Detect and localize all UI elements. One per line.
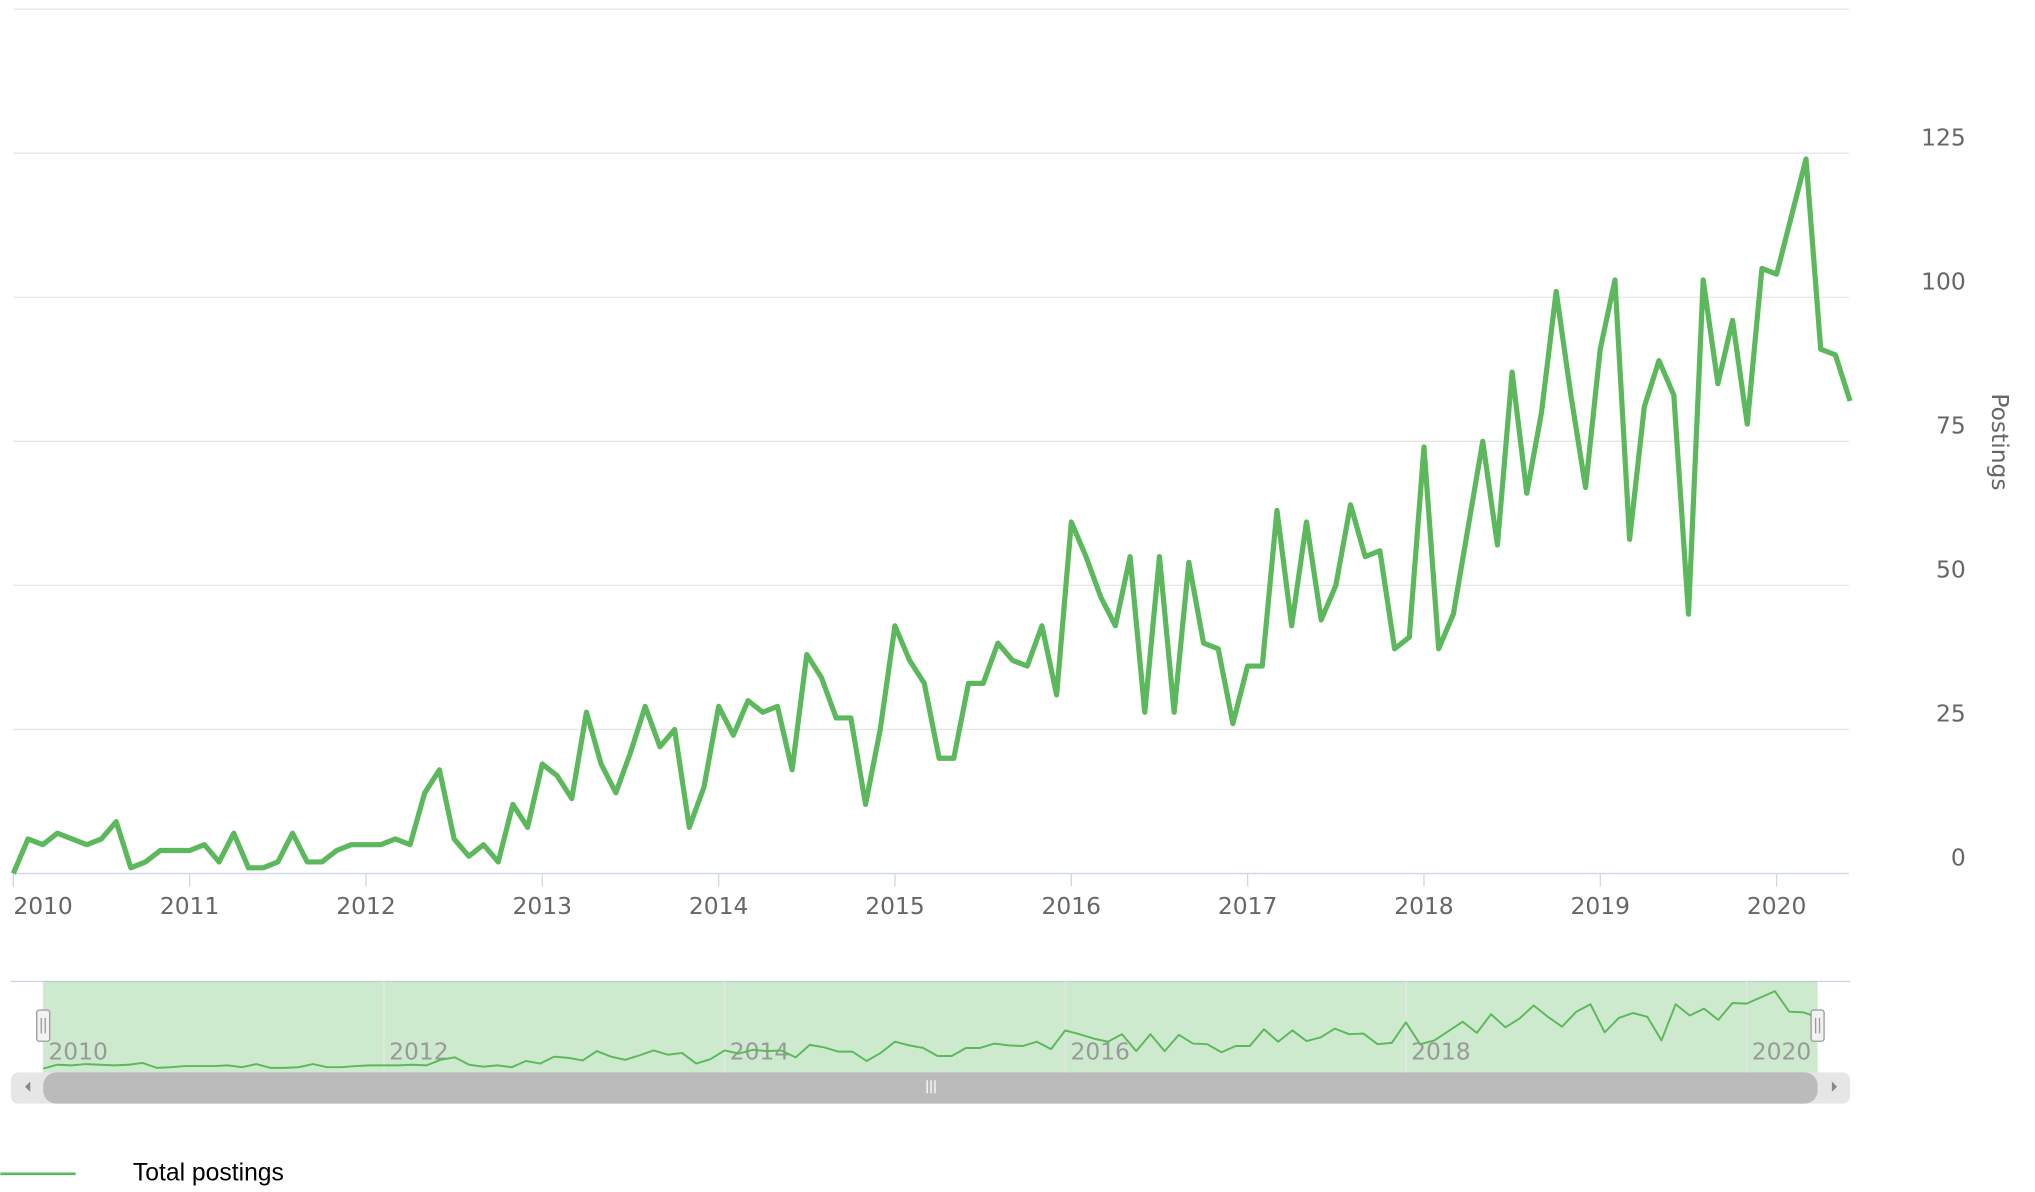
navigator-tick-label: 2018 [1411,1037,1471,1065]
y-tick-label: 100 [1921,267,1966,295]
navigator-tick-label: 2010 [48,1037,108,1065]
x-tick-label: 2017 [1218,892,1278,920]
handle-grip [1814,1017,1821,1034]
y-tick-label: 75 [1936,412,1966,440]
x-tick-label: 2014 [689,892,749,920]
handle-grip [40,1017,46,1034]
y-tick-label: 0 [1951,844,1966,872]
navigator-handle[interactable] [1810,1009,1825,1042]
navigator-tick-label: 2020 [1752,1037,1812,1065]
x-tick-label: 2015 [865,892,925,920]
navigator-line [42,990,1818,1070]
legend-text[interactable]: Total postings [133,1159,284,1186]
navigator-selection [43,981,1818,1073]
x-tick-label: 2011 [160,892,220,920]
y-tick-label: 50 [1936,556,1966,584]
scroll-right-arrow[interactable] [1831,1081,1838,1092]
x-tick-label: 2016 [1042,892,1102,920]
y-tick-label: 25 [1936,700,1966,728]
x-tick-label: 2019 [1571,892,1631,920]
scroll-left-arrow[interactable] [25,1081,31,1092]
y-tick-label: 125 [1921,123,1966,151]
x-tick-label: 2013 [513,892,573,920]
navigator-handle[interactable] [36,1009,51,1042]
x-tick-label: 2012 [336,892,396,920]
y-axis-title: Postings [1986,393,2014,490]
x-tick-label: 2018 [1394,892,1454,920]
scrollbar-grip [926,1080,936,1094]
series-line [10,156,1853,875]
navigator-tick-label: 2016 [1070,1037,1130,1065]
x-tick-label: 2010 [13,892,72,920]
x-tick-label: 2020 [1747,892,1807,920]
